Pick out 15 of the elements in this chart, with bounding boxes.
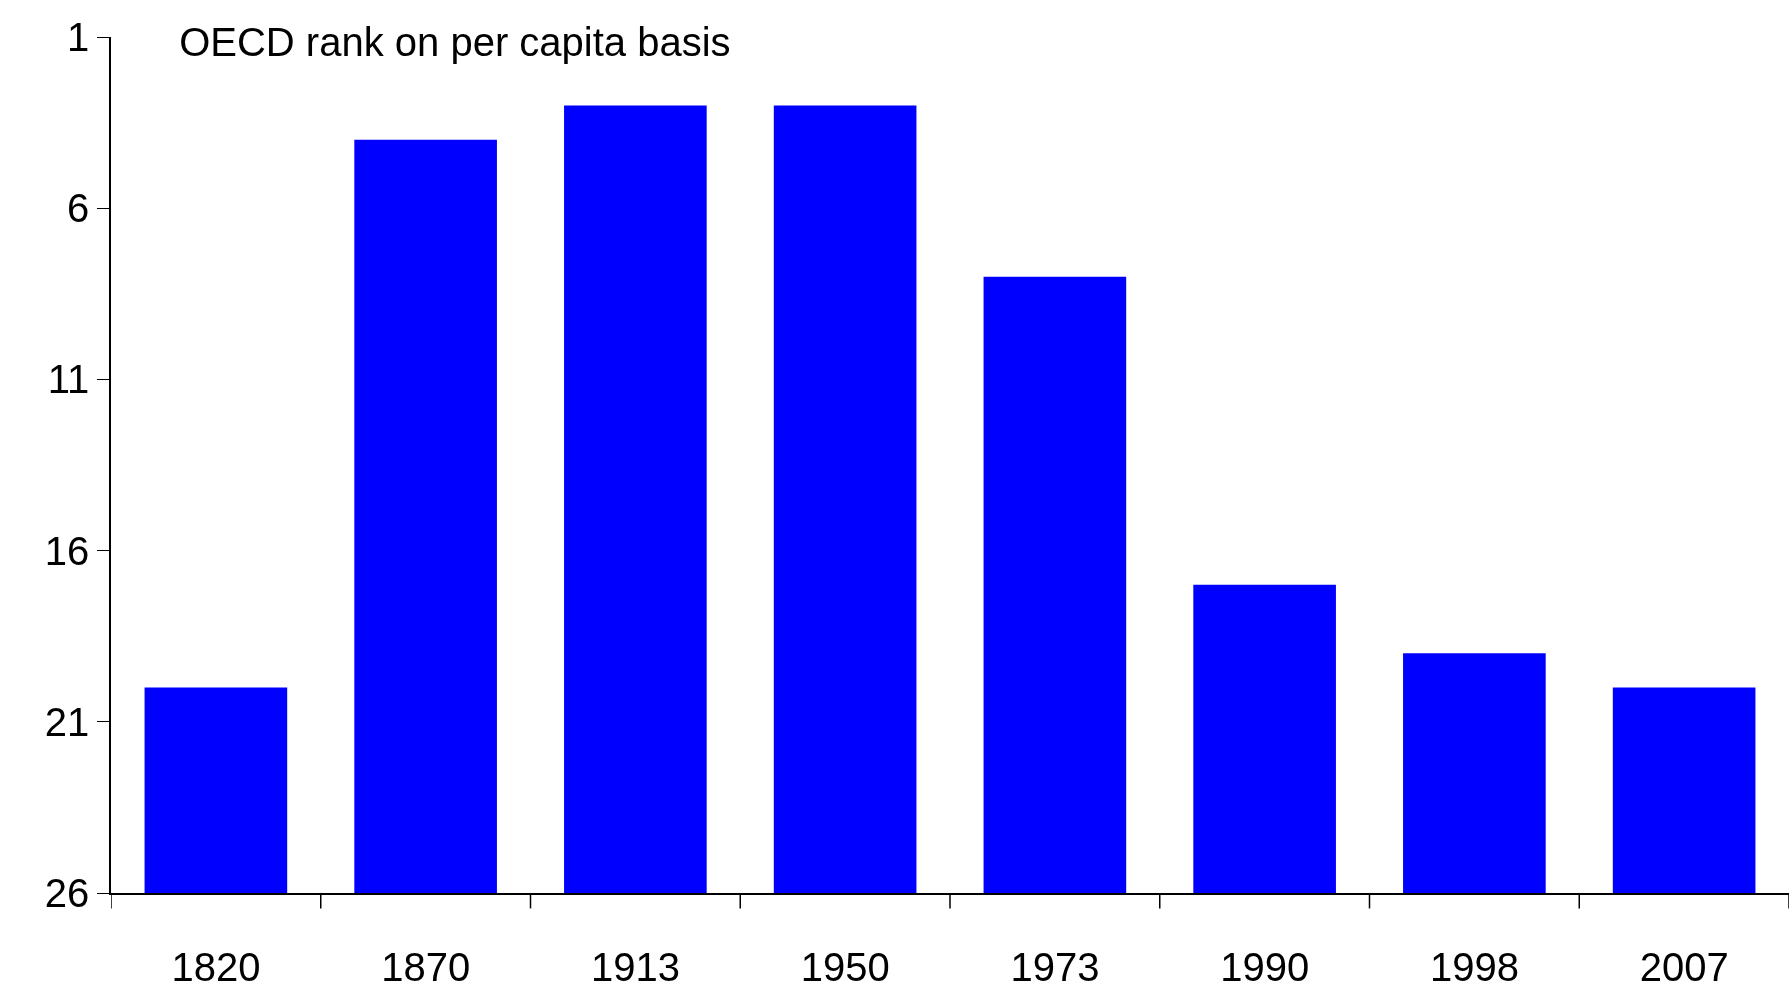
y-tick-label: 6 <box>67 186 90 231</box>
x-tick-label: 1820 <box>171 944 261 989</box>
x-tick-label: 1870 <box>381 944 471 989</box>
y-tick-label: 1 <box>67 15 90 59</box>
x-tick-label: 1973 <box>1010 944 1100 989</box>
x-tick-label: 1990 <box>1220 944 1310 989</box>
y-tick-label: 26 <box>44 871 90 915</box>
chart-title: OECD rank on per capita basis <box>179 19 731 64</box>
x-tick-label: 1950 <box>800 944 890 989</box>
x-tick-label: 1998 <box>1429 944 1519 989</box>
x-tick-label: 2007 <box>1639 944 1729 989</box>
y-tick-label: 11 <box>47 357 90 402</box>
y-tick-label: 16 <box>44 528 90 573</box>
x-tick-label: 1913 <box>590 944 680 989</box>
y-tick-label: 21 <box>44 699 90 744</box>
